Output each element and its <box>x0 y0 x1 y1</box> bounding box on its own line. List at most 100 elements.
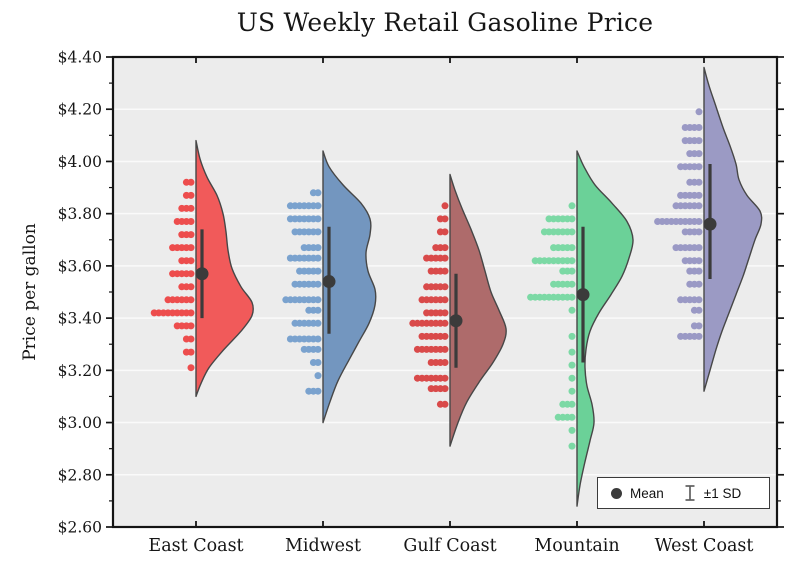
dot-east-coast <box>187 364 195 372</box>
dot-west-coast <box>681 257 689 265</box>
mean-dot-mountain <box>576 288 590 302</box>
dot-gulf-coast <box>413 374 421 382</box>
dot-mountain <box>568 332 576 340</box>
y-tick-label: $4.20 <box>58 101 102 119</box>
strip-dots <box>150 108 703 450</box>
y-tick-label: $3.60 <box>58 257 102 275</box>
dot-mountain <box>568 361 576 369</box>
dot-west-coast <box>686 280 694 288</box>
dot-mountain <box>527 293 535 301</box>
dot-midwest <box>300 345 308 353</box>
violin-east-coast <box>195 139 255 398</box>
dot-west-coast <box>677 163 685 171</box>
violins <box>195 66 763 507</box>
dot-west-coast <box>681 124 689 131</box>
dot-east-coast <box>173 218 181 225</box>
y-tick-label: $4.00 <box>58 153 102 171</box>
dot-east-coast <box>169 244 177 252</box>
violin-gulf-coast <box>449 173 507 447</box>
dot-midwest <box>305 306 313 314</box>
dot-midwest <box>305 387 313 395</box>
dot-mountain <box>568 202 576 210</box>
dot-gulf-coast <box>427 385 435 393</box>
chart-title: US Weekly Retail Gasoline Price <box>236 8 654 37</box>
dot-gulf-coast <box>418 332 426 340</box>
dot-gulf-coast <box>423 309 431 317</box>
plot-frame <box>111 55 779 529</box>
legend: Mean ±1 SD <box>597 477 770 509</box>
dot-midwest <box>291 319 299 327</box>
mean-and-errorbars <box>195 164 717 368</box>
dot-mountain <box>568 387 576 395</box>
y-tick-label: $3.00 <box>58 414 102 432</box>
tick-labels: $4.40 $4.20 $4.00 $3.80 $3.60 $3.40 $3.20 $3.00… <box>58 49 754 557</box>
dot-east-coast <box>182 348 190 356</box>
dot-west-coast <box>681 228 689 236</box>
dot-west-coast <box>681 137 689 145</box>
y-tick-label: $2.60 <box>58 519 102 537</box>
dot-gulf-coast <box>418 296 426 304</box>
legend-mean-dot-icon <box>611 487 622 499</box>
dot-east-coast <box>182 178 190 186</box>
mean-dot-west-coast <box>703 217 717 231</box>
dot-midwest <box>286 215 294 223</box>
violin-west-coast <box>703 66 763 392</box>
dot-gulf-coast <box>427 267 435 275</box>
dot-gulf-coast <box>409 319 417 327</box>
dot-midwest <box>309 359 317 366</box>
dot-west-coast <box>686 150 694 158</box>
dot-mountain <box>568 426 576 434</box>
mean-dot-midwest <box>322 275 336 289</box>
dot-gulf-coast <box>441 202 449 210</box>
legend-errorbar-icon <box>685 485 695 501</box>
dot-east-coast <box>182 335 190 343</box>
dot-gulf-coast <box>427 359 435 366</box>
dot-west-coast <box>690 306 698 314</box>
y-tick-label: $3.40 <box>58 310 102 328</box>
dot-west-coast <box>672 244 680 252</box>
axis-frame <box>111 55 779 529</box>
dot-mountain <box>550 244 558 252</box>
x-tick-label-mountain: Mountain <box>534 536 619 556</box>
legend-mean-label: Mean <box>630 485 664 501</box>
dot-mountain <box>559 267 567 275</box>
dot-east-coast <box>178 231 186 239</box>
dot-mountain <box>545 215 553 223</box>
violin-midwest <box>322 150 377 424</box>
dot-gulf-coast <box>423 254 431 262</box>
dot-west-coast <box>695 108 703 116</box>
dot-gulf-coast <box>436 215 444 223</box>
dot-east-coast <box>178 204 186 212</box>
dot-east-coast <box>182 191 190 199</box>
dot-west-coast <box>672 202 680 210</box>
mean-dot-east-coast <box>195 267 209 281</box>
dot-mountain <box>568 374 576 382</box>
mean-dot-gulf-coast <box>449 314 463 328</box>
dot-gulf-coast <box>436 400 444 408</box>
dot-east-coast <box>164 296 172 304</box>
y-tick-label: $3.80 <box>58 205 102 223</box>
y-tick-label: $3.20 <box>58 362 102 380</box>
x-tick-label-west-coast: West Coast <box>655 536 754 556</box>
dot-mountain <box>559 400 567 408</box>
dot-mountain <box>540 228 548 236</box>
x-tick-label-east-coast: East Coast <box>148 536 243 556</box>
dot-gulf-coast <box>432 244 440 252</box>
dot-midwest <box>286 202 294 210</box>
dot-east-coast <box>150 309 158 317</box>
dot-midwest <box>286 335 294 343</box>
dot-east-coast <box>178 257 186 265</box>
dot-gulf-coast <box>413 345 421 353</box>
dot-west-coast <box>677 191 685 199</box>
legend-sd-label: ±1 SD <box>703 485 742 501</box>
dot-west-coast <box>677 332 685 340</box>
dot-mountain <box>568 306 576 314</box>
violin-mountain <box>576 150 634 507</box>
dot-mountain <box>568 348 576 356</box>
dot-mountain <box>531 257 539 265</box>
dot-mountain <box>568 442 576 450</box>
dot-mountain <box>550 280 558 288</box>
dot-midwest <box>296 267 304 275</box>
